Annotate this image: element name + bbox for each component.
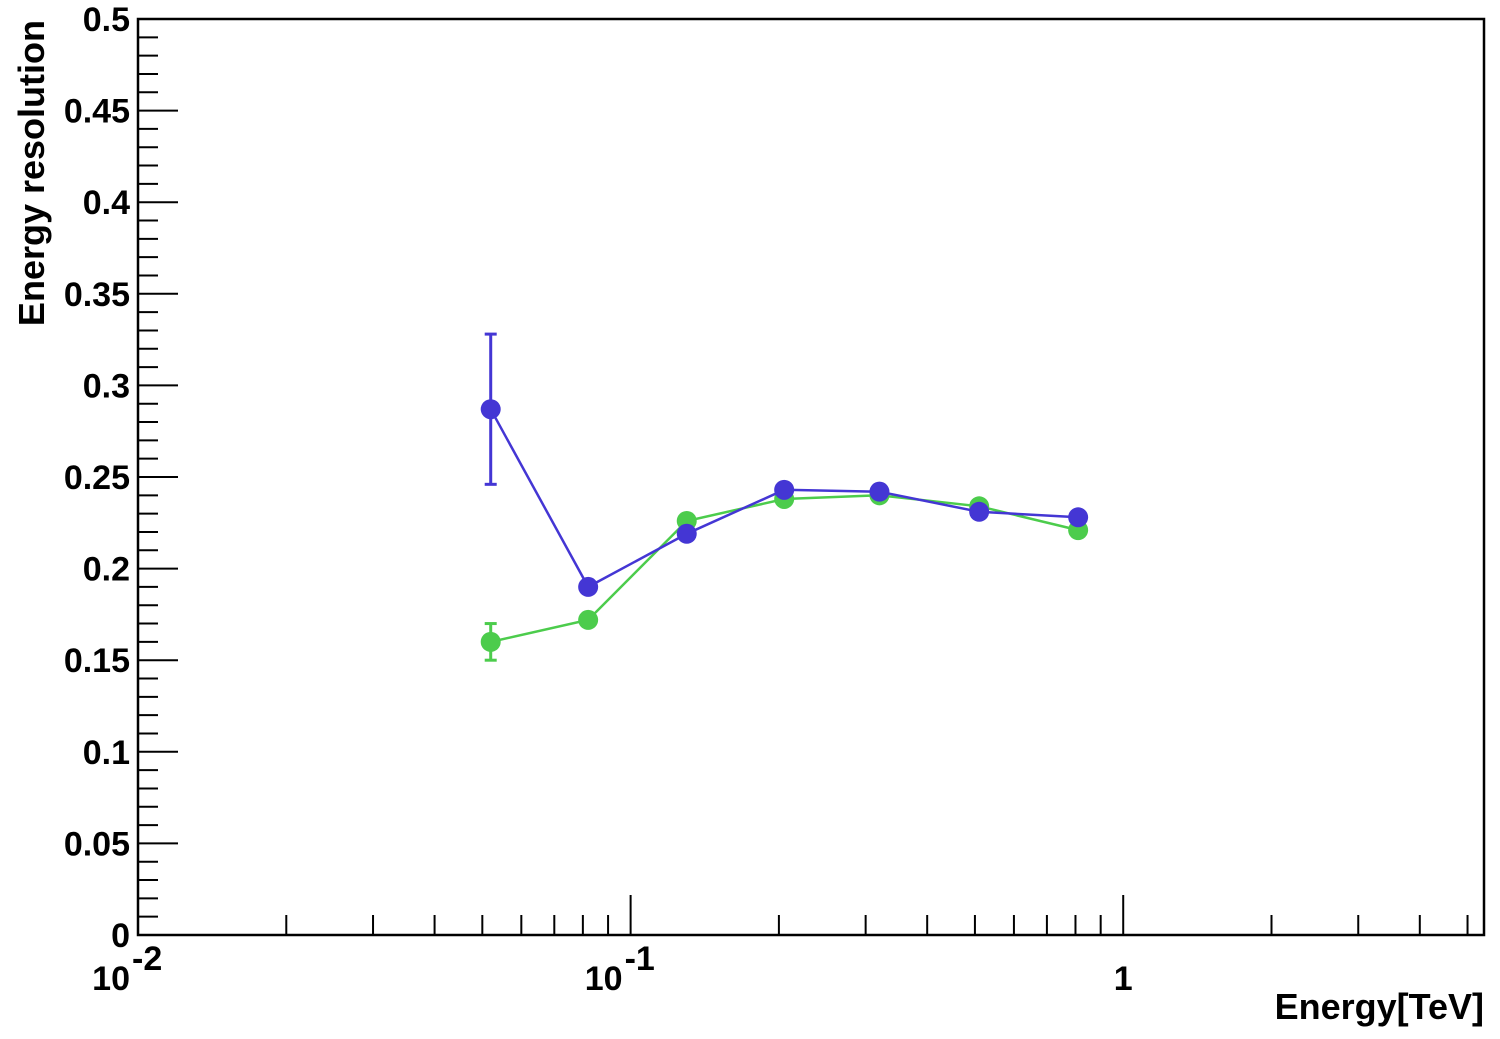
y-tick-label: 0 <box>111 917 130 955</box>
x-tick-label: 10-1 <box>585 940 655 998</box>
y-tick-label: 0.4 <box>83 184 130 222</box>
y-tick-label: 0.5 <box>83 1 130 39</box>
data-point <box>480 399 501 420</box>
data-point <box>578 609 599 630</box>
y-tick-label: 0.1 <box>83 734 130 772</box>
x-axis-tick-labels: 10-210-11 <box>92 940 1133 998</box>
y-axis-tick-labels: 0 0.05 0.1 0.15 0.2 0.25 0.3 0.35 0.4 0.45 0.5 <box>64 1 130 955</box>
x-tick-label-base: 10 <box>92 960 130 998</box>
data-point <box>969 501 990 522</box>
series-layer <box>480 332 1089 662</box>
data-point <box>774 479 795 500</box>
plot-frame <box>136 17 1486 937</box>
x-axis-title: Energy[TeV] <box>1275 986 1484 1027</box>
y-tick-label: 0.3 <box>83 367 130 405</box>
x-axis-ticks <box>137 895 1469 935</box>
y-tick-label: 0.25 <box>64 459 130 497</box>
y-tick-label: 0.35 <box>64 276 130 314</box>
y-axis-ticks <box>138 18 178 936</box>
data-point <box>1068 507 1089 528</box>
x-tick-label-base: 10 <box>585 960 623 998</box>
y-tick-label: 0.15 <box>64 642 130 680</box>
data-point <box>676 523 697 544</box>
x-tick-label: 1 <box>1114 960 1133 998</box>
x-tick-label-exponent: -1 <box>625 940 655 978</box>
y-tick-label: 0.45 <box>64 93 130 131</box>
x-tick-label-exponent: -2 <box>132 940 162 978</box>
x-tick-label: 10-2 <box>92 940 162 998</box>
x-tick-label-base: 1 <box>1114 960 1133 998</box>
series-1 <box>480 332 1089 597</box>
y-tick-label: 0.2 <box>83 551 130 589</box>
y-tick-label: 0.05 <box>64 825 130 863</box>
y-axis-title: Energy resolution <box>11 20 52 326</box>
data-point <box>869 481 890 502</box>
data-point <box>480 631 501 652</box>
data-point <box>578 576 599 597</box>
